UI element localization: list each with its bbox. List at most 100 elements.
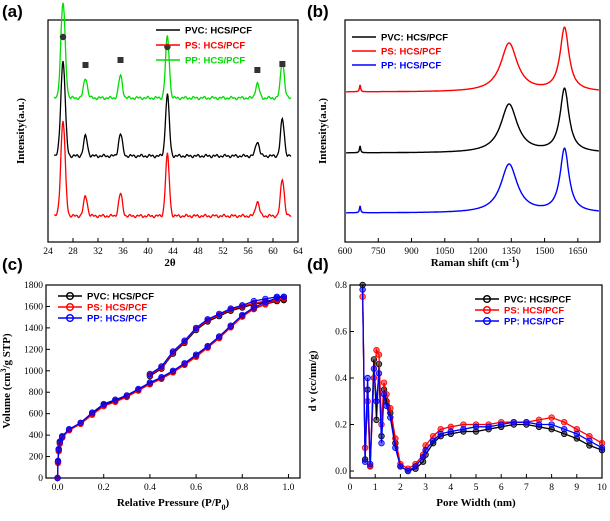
panel-b-y-label: Intensity(a.u.): [317, 98, 329, 164]
panel-b-x-tick-label: 750: [371, 247, 386, 257]
panel-d-y-tick-label: 0.8: [335, 281, 347, 291]
panel-c-y-label: Volume (cm3/g STP): [0, 333, 13, 429]
panel-d-point: [573, 430, 580, 438]
panel-d-point: [447, 428, 454, 435]
panel-c-point: [273, 293, 281, 300]
panel-d-point: [373, 416, 380, 424]
panel-c-point: [65, 426, 73, 433]
panel-a-x-tick-label: 32: [93, 247, 103, 257]
panel-b-series-3: [346, 147, 599, 214]
panel-c-point: [169, 367, 177, 374]
panel-c-point: [88, 409, 96, 416]
panel-c-adsorption-line: [56, 299, 284, 479]
panel-c-point: [100, 400, 107, 408]
panel-a-x-tick-label: 48: [193, 247, 203, 257]
panel-c-curves: [54, 293, 288, 482]
panel-d-point: [380, 379, 388, 386]
panel-c-y-tick-label: 600: [29, 410, 44, 420]
panel-c-point: [280, 293, 288, 300]
panel-d-point: [375, 370, 383, 377]
panel-d-legend-label: PVC: HCS/PCF: [504, 295, 571, 306]
panel-a-x-tick-label: 56: [243, 247, 253, 257]
panel-c-point: [192, 324, 200, 332]
panel-c-x-label-end: ): [226, 497, 230, 509]
panel-d-point: [523, 418, 530, 426]
panel-label-c: (c): [2, 255, 23, 274]
panel-label-d: (d): [307, 255, 329, 274]
panel-a-x-label: 2θ: [164, 257, 176, 269]
panel-c-x-tick-label: 0.2: [98, 483, 110, 493]
panel-c-y-tick-label: 200: [29, 453, 44, 463]
panel-b-raman: 600 750 900 1050 1200 1350 1500 1650 PVC: HCS/P…: [317, 19, 601, 269]
panel-c-point: [227, 322, 234, 329]
panel-a-x-tick-label: 28: [68, 247, 78, 257]
panel-c-point: [169, 348, 177, 355]
panel-b-x-label-main: Raman shift (cm: [431, 257, 509, 269]
panel-c-legend-marker: [65, 303, 74, 312]
panel-a-y-label: Intensity(a.u.): [15, 98, 27, 164]
panel-c-point: [239, 302, 246, 309]
panel-a-frame: [47, 19, 299, 243]
panel-d-x-tick-label: 3: [423, 483, 428, 493]
panel-c-point: [158, 374, 165, 381]
panel-b-x-label-end: ): [516, 257, 520, 269]
panel-d-x-tick-label: 7: [524, 483, 529, 493]
panel-b-x-tick-label: 900: [404, 247, 419, 257]
panel-b-legend-label: PVC: HCS/PCF: [381, 33, 448, 44]
panel-b-legend: PVC: HCS/PCF PS: HCS/PCF PP: HCS/PCF: [352, 33, 448, 72]
panel-d-point: [404, 467, 412, 475]
panel-b-x-tick-label: 600: [338, 247, 353, 257]
panel-c-point: [204, 342, 211, 350]
panel-d-legend-label: PP: HCS/PCF: [504, 317, 564, 328]
panel-c-legend-label: PS: HCS/PCF: [87, 303, 147, 314]
panel-d-y-tick-label: 0.2: [335, 421, 347, 431]
panel-c-point: [250, 297, 258, 305]
square-marker-icon: [279, 61, 286, 67]
panel-d-point: [383, 402, 390, 410]
panel-c-point: [55, 445, 62, 453]
panel-d-x-tick-label: 0: [348, 483, 353, 493]
panel-d-legend-marker: [483, 295, 492, 304]
panel-d-x-tick-label: 5: [474, 483, 479, 493]
panel-b-series-1: [346, 87, 599, 154]
panel-a-x-axis: 24 28 32 36 40 44 48 52 56 60 64: [43, 238, 303, 257]
panel-d-point: [586, 437, 593, 444]
panel-d-point: [378, 439, 385, 447]
panel-c-y-label-pre: Volume (cm: [1, 373, 13, 429]
panel-c-point: [204, 316, 211, 323]
panel-d-x-tick-label: 6: [499, 483, 504, 493]
panel-c-x-tick-label: 0.8: [236, 483, 248, 493]
panel-c-y-tick-label: 1600: [24, 302, 43, 312]
panel-a-curves: [53, 2, 292, 219]
panel-c-point: [146, 379, 154, 386]
panel-c-point: [146, 370, 154, 378]
panel-d-y-tick-label: 0.0: [335, 467, 347, 477]
panel-b-legend-label: PS: HCS/PCF: [381, 47, 441, 58]
panel-d-y-tick-label: 0.4: [335, 374, 347, 384]
panel-c-y-tick-label: 800: [29, 388, 44, 398]
panel-c-legend-marker: [65, 314, 74, 323]
panel-c-x-tick-label: 1.0: [283, 483, 295, 493]
panel-d-point: [361, 458, 369, 465]
panel-c-frame: [45, 284, 301, 479]
panel-c-y-tick-label: 1400: [24, 324, 43, 334]
panel-d-point: [375, 351, 383, 358]
panel-c-point: [250, 304, 258, 311]
panel-c-point: [112, 396, 119, 403]
panel-a-x-tick-label: 40: [143, 247, 153, 257]
panel-d-axes: 0 1 2 3 4 5 6 7 8 9 10 0.0 0.2 0.4 0.6 0.8: [335, 281, 607, 493]
panel-c-x-tick-label: 0.6: [190, 483, 202, 493]
panel-d-x-tick-label: 4: [448, 483, 453, 493]
panel-c-y-tick-label: 400: [29, 431, 44, 441]
panel-c-y-tick-label: 1000: [24, 367, 43, 377]
square-marker-icon: [82, 62, 89, 68]
panel-a-legend-label: PS: HCS/PCF: [185, 41, 245, 52]
panel-d-series-3: [361, 289, 603, 472]
panel-d-point: [548, 421, 555, 428]
panel-c-point: [54, 457, 62, 465]
panel-c-x-tick-label: 0.4: [144, 483, 156, 493]
panel-d-point: [397, 463, 404, 470]
panel-d-legend-marker: [483, 317, 492, 326]
panel-d-point: [485, 423, 492, 431]
